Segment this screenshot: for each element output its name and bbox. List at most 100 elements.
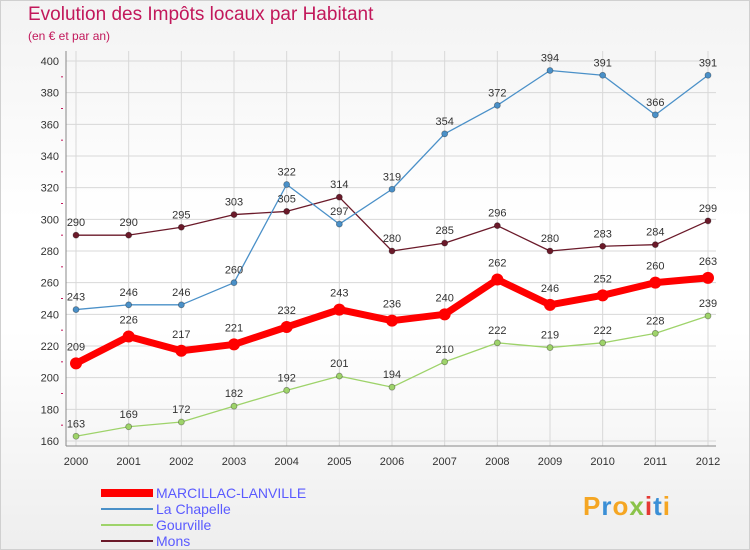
data-labels: 290 290 295 303 305 314 280 285 296 280 283 284 299 2… xyxy=(67,53,717,431)
data-label: 240 xyxy=(435,292,453,304)
data-point xyxy=(72,306,80,313)
data-point xyxy=(493,222,501,230)
y-tick-label: 220 xyxy=(41,341,59,353)
data-point xyxy=(596,289,609,302)
data-label: 201 xyxy=(330,358,348,370)
data-point xyxy=(125,423,133,431)
data-label: 209 xyxy=(67,341,85,353)
x-tick-label: 2012 xyxy=(696,456,720,468)
legend-label: MARCILLAC-LANVILLE xyxy=(156,485,307,501)
proxiti-logo: Proxiti xyxy=(583,491,671,522)
data-point xyxy=(283,181,291,188)
data-label: 322 xyxy=(277,167,295,179)
data-label: 232 xyxy=(277,305,295,317)
x-tick-label: 2011 xyxy=(644,456,668,468)
data-label: 299 xyxy=(699,203,717,215)
x-tick-label: 2008 xyxy=(485,456,509,468)
data-label: 305 xyxy=(277,193,295,205)
data-label: 260 xyxy=(646,261,664,273)
data-label: 319 xyxy=(383,171,401,183)
data-point xyxy=(704,312,712,320)
data-point xyxy=(72,231,80,239)
data-label: 290 xyxy=(119,217,137,229)
data-point xyxy=(704,71,712,79)
data-point xyxy=(122,330,135,343)
legend-swatch xyxy=(101,524,153,526)
x-tick-label: 2010 xyxy=(590,456,614,468)
data-point xyxy=(177,223,185,231)
chart-subtitle: (en € et par an) xyxy=(28,29,111,43)
y-tick-label: 260 xyxy=(41,278,59,290)
data-point xyxy=(649,276,662,289)
x-tick-label: 2002 xyxy=(169,456,193,468)
data-label: 246 xyxy=(119,287,137,299)
data-point xyxy=(230,402,238,410)
series-lines xyxy=(70,67,714,440)
legend-swatch xyxy=(101,508,153,510)
x-tick-label: 2009 xyxy=(538,456,562,468)
data-point xyxy=(230,211,238,218)
axes xyxy=(61,51,716,447)
data-label: 172 xyxy=(172,404,190,416)
data-label: 314 xyxy=(330,179,348,191)
y-tick-label: 160 xyxy=(41,436,59,448)
chart-title: Evolution des Impôts locaux par Habitant xyxy=(28,4,374,25)
data-point xyxy=(280,321,293,333)
data-point xyxy=(388,185,396,193)
data-label: 246 xyxy=(172,287,190,299)
data-point xyxy=(704,217,712,225)
data-label: 391 xyxy=(699,57,717,69)
data-label: 284 xyxy=(646,227,664,239)
data-point xyxy=(544,298,556,311)
data-label: 283 xyxy=(593,228,611,240)
data-label: 246 xyxy=(541,283,559,295)
data-label: 354 xyxy=(435,116,453,128)
y-tick-label: 200 xyxy=(41,373,59,385)
y-tick-label: 340 xyxy=(41,151,59,163)
legend-label: Mons xyxy=(156,533,191,549)
data-point xyxy=(441,239,449,247)
data-label: 394 xyxy=(541,53,559,65)
logo-letter: o xyxy=(612,491,630,521)
x-tick-label: 2001 xyxy=(116,456,140,468)
data-label: 372 xyxy=(488,87,506,99)
data-label: 222 xyxy=(488,325,506,337)
data-point xyxy=(599,339,607,347)
data-point xyxy=(335,372,343,380)
y-tick-labels: 160 180 200 220 240 260 280 300 320 340 360 380 400 xyxy=(41,56,59,448)
line-chart: 160180200220240260280300320340360380400 … xyxy=(41,51,720,468)
data-point xyxy=(491,273,504,286)
data-point xyxy=(228,338,240,351)
logo-letter: r xyxy=(601,491,613,521)
data-label: 296 xyxy=(488,208,506,220)
data-label: 226 xyxy=(119,315,137,327)
data-label: 182 xyxy=(225,388,243,400)
x-tick-label: 2004 xyxy=(274,456,298,468)
x-tick-label: 2005 xyxy=(327,456,351,468)
data-label: 239 xyxy=(699,298,717,310)
data-point xyxy=(441,358,449,366)
data-point xyxy=(388,383,396,391)
x-tick-label: 2003 xyxy=(222,456,246,468)
data-label: 192 xyxy=(277,372,295,384)
y-tick-label: 180 xyxy=(41,404,59,416)
data-label: 303 xyxy=(225,197,243,209)
logo-letter: x xyxy=(629,491,645,521)
data-point xyxy=(651,241,659,249)
x-tick-label: 2006 xyxy=(380,456,404,468)
legend-label: Gourville xyxy=(156,517,212,533)
data-point xyxy=(125,231,133,239)
data-point xyxy=(335,193,343,201)
data-label: 290 xyxy=(67,217,85,229)
data-label: 217 xyxy=(172,329,190,341)
data-point xyxy=(441,130,449,138)
data-point xyxy=(230,279,238,287)
data-point xyxy=(546,247,554,255)
y-tick-label: 360 xyxy=(41,119,59,131)
x-tick-labels: 2000 2001 2002 2003 2004 2005 2006 2007 2008 2009… xyxy=(64,456,720,468)
data-point xyxy=(651,329,659,337)
data-point xyxy=(175,344,188,357)
data-point xyxy=(546,344,554,351)
data-label: 194 xyxy=(383,369,401,381)
